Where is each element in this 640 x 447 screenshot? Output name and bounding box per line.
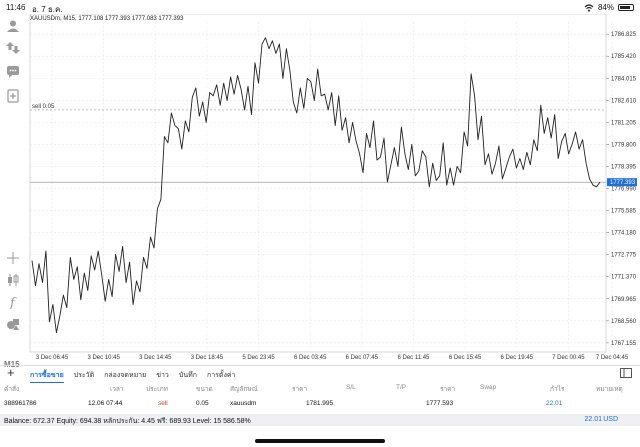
y-tick-label: 1767.155	[611, 341, 637, 347]
add-document-icon[interactable]	[5, 88, 21, 104]
y-tick-label: 1775.585	[611, 209, 637, 215]
header-price-now: ราคา	[440, 386, 456, 393]
y-tick-label: 1778.395	[611, 164, 637, 170]
orders-table-header: คำสั่ง เวลา ประเภท ขนาด สัญลักษณ์ ราคา S…	[0, 383, 640, 395]
y-tick-label: 1779.800	[611, 142, 637, 148]
tab-mailbox[interactable]: กล่องจดหมาย	[104, 372, 147, 379]
cell-time: 12.06 07:44	[88, 400, 123, 407]
cell-symbol: xauusdm	[230, 400, 257, 407]
crosshair-icon[interactable]	[5, 250, 21, 266]
x-tick-label: 3 Dec 06:45	[36, 355, 69, 361]
home-indicator	[255, 439, 385, 443]
x-tick-label: 6 Dec 07:45	[346, 355, 379, 361]
cell-type: sell	[158, 400, 168, 407]
battery-percent: 84%	[597, 3, 614, 12]
sell-level-label: sell 0.05	[32, 104, 55, 110]
x-tick-label: 5 Dec 23:45	[242, 355, 275, 361]
svg-text:f: f	[9, 296, 17, 309]
status-time: 11:46	[6, 3, 26, 12]
y-tick-label: 1784.015	[611, 76, 637, 82]
header-comment: หมายเหตุ	[596, 386, 623, 393]
header-price: ราคา	[292, 386, 308, 393]
tab-settings[interactable]: การตั้งค่า	[206, 372, 236, 379]
x-tick-label: 3 Dec 10:45	[87, 355, 120, 361]
candles-icon[interactable]	[5, 272, 21, 288]
x-tick-label: 6 Dec 15:45	[449, 355, 482, 361]
chart-symbol-header: XAUUSDm, M15, 1777.108 1777.393 1777.083…	[30, 16, 184, 22]
x-tick-label: 6 Dec 11:45	[397, 355, 430, 361]
panel-toggle-icon[interactable]	[620, 368, 632, 380]
price-series-line	[31, 37, 601, 334]
currency-label: USD	[603, 416, 618, 423]
cell-order: 388961786	[4, 400, 37, 407]
x-tick-label: 3 Dec 14:45	[139, 355, 172, 361]
status-right: 84%	[584, 3, 634, 12]
x-tick-label: 3 Dec 18:45	[191, 355, 224, 361]
header-order: คำสั่ง	[4, 386, 20, 393]
header-type: ประเภท	[146, 386, 168, 393]
header-sl: S/L	[346, 384, 356, 391]
timeframe-button[interactable]: M15	[4, 360, 20, 369]
header-time: เวลา	[110, 386, 124, 393]
y-tick-label: 1786.825	[611, 32, 637, 38]
tab-trade[interactable]: การซื้อขาย	[30, 370, 64, 383]
current-price-badge	[607, 178, 637, 187]
x-tick-label: 7 Dec 00:45	[552, 355, 585, 361]
chart-canvas[interactable]: 1786.825 1785.420 1784.015 1782.610 1781.205…	[26, 14, 640, 366]
y-tick-label: 1785.420	[611, 54, 637, 60]
header-profit: กำไร	[550, 386, 565, 393]
account-summary-bar: Balance: 672.37 Equity: 694.38 หลักประกั…	[0, 414, 640, 426]
new-order-button[interactable]: +	[7, 365, 15, 380]
objects-icon[interactable]	[5, 316, 21, 332]
tab-journal[interactable]: บันทึก	[178, 372, 197, 379]
cell-price-now: 1777.593	[426, 400, 454, 407]
chat-icon[interactable]	[5, 64, 21, 80]
cell-price: 1781.995	[306, 400, 334, 407]
status-date: อ. 7 ธ.ค.	[32, 5, 63, 14]
battery-icon	[618, 4, 634, 11]
tab-list: การซื้อขาย ประวัติ กล่องจดหมาย ข่าว บันท…	[30, 370, 235, 383]
tab-history[interactable]: ประวัติ	[73, 372, 95, 379]
y-tick-label: 1774.180	[611, 231, 637, 237]
y-tick-label: 1772.775	[611, 253, 637, 259]
account-icon[interactable]	[5, 18, 21, 34]
cell-profit: 22.01	[546, 400, 563, 407]
current-price-label: 1777.393	[610, 180, 636, 186]
header-size: ขนาด	[196, 386, 213, 393]
trade-arrows-icon[interactable]	[5, 40, 21, 56]
cell-size: 0.05	[196, 400, 209, 407]
header-tp: T/P	[396, 384, 407, 391]
y-tick-label: 1769.965	[611, 297, 637, 303]
header-swap: Swap	[480, 384, 497, 391]
y-tick-label: 1768.560	[611, 319, 637, 325]
y-tick-label: 1782.610	[611, 98, 637, 104]
balance-summary: Balance: 672.37 Equity: 694.38 หลักประกั…	[4, 418, 251, 425]
header-symbol: สัญลักษณ์	[230, 386, 258, 393]
x-tick-label: 6 Dec 03:45	[294, 355, 327, 361]
total-profit: 22.01	[584, 416, 602, 423]
tab-news[interactable]: ข่าว	[156, 372, 169, 379]
y-tick-label: 1781.205	[611, 120, 637, 126]
indicators-icon[interactable]: f	[5, 294, 21, 310]
left-toolbar: f M15	[0, 14, 26, 369]
x-tick-label: 7 Dec 04:45	[596, 355, 629, 361]
price-chart[interactable]: 1786.825 1785.420 1784.015 1782.610 1781.205…	[26, 14, 637, 362]
wifi-icon	[584, 3, 594, 12]
table-row[interactable]: 388961786 12.06 07:44 sell 0.05 xauusdm …	[0, 399, 640, 411]
y-tick-label: 1776.990	[611, 187, 637, 193]
status-bar: 11:46 อ. 7 ธ.ค. 84%	[0, 0, 640, 14]
chart-frame	[29, 14, 607, 353]
y-tick-label: 1771.370	[611, 275, 637, 281]
x-tick-label: 6 Dec 19:45	[501, 355, 534, 361]
terminal-tabs: + การซื้อขาย ประวัติ กล่องจดหมาย ข่าว บั…	[0, 365, 640, 383]
